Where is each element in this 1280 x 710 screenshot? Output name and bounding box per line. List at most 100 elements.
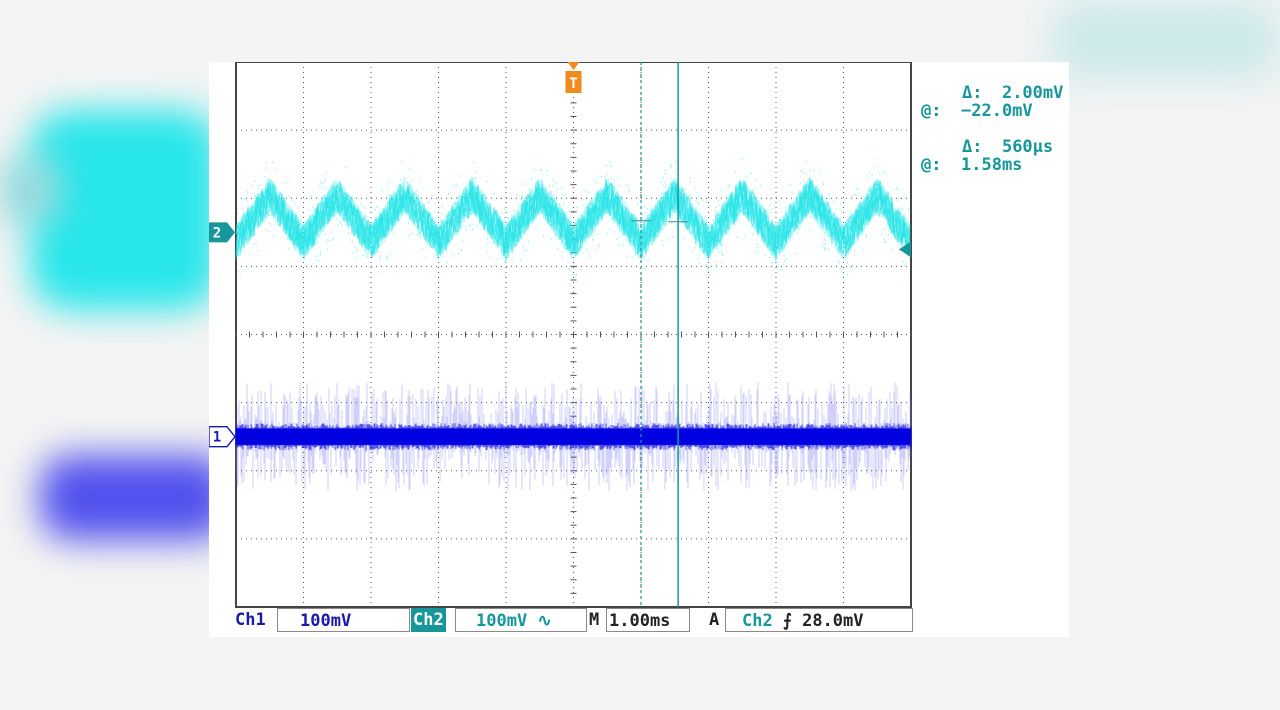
ch2-noise-dot [716, 265, 717, 268]
ch2-noise-dot [373, 227, 374, 229]
ch2-noise-dot [715, 209, 716, 212]
scope-display: T 2 1 [209, 62, 912, 608]
ch2-noise-dot [495, 213, 497, 216]
ch2-noise-dot [561, 257, 563, 260]
channel-markers: T 2 1 [209, 62, 911, 448]
ch2-noise-dot [355, 256, 357, 258]
ch2-noise-dot [856, 210, 858, 213]
ch2-noise-dot [382, 211, 384, 213]
ch2-noise-dot [560, 243, 562, 245]
ch2-noise-dot [318, 225, 320, 228]
ch2-noise-dot [770, 262, 772, 264]
ch2-noise-dot [330, 231, 332, 233]
ch2-noise-dot [341, 225, 343, 227]
ch2-noise-dot [649, 239, 651, 242]
ch2-noise-dot [719, 197, 721, 199]
ch2-persistence-stroke [235, 175, 911, 259]
ch2-noise-dot [254, 180, 256, 182]
ch2-noise-dot [404, 198, 406, 200]
ch2-noise-dot [308, 208, 310, 211]
ch2-noise-dot [596, 182, 598, 184]
ch2-noise-dot [551, 238, 553, 241]
ch2-noise-dot [592, 234, 594, 236]
time-delta-value: 560µs [1001, 137, 1054, 157]
ch2-noise-dot [609, 183, 611, 185]
ch2-noise-dot [517, 193, 519, 196]
ch2-noise-dot [654, 232, 655, 235]
ch2-noise-dot [266, 162, 267, 164]
ch2-noise-dot [546, 170, 548, 172]
ch2-noise-dot [479, 208, 481, 210]
ch2-noise-dot [689, 181, 691, 183]
ch2-noise-dot [586, 248, 588, 251]
ch2-noise-dot [888, 205, 890, 207]
ch2-noise-dot [721, 261, 723, 264]
ch2-noise-dot [484, 228, 486, 230]
ch2-noise-dot [796, 232, 798, 234]
ch2-noise-dot [454, 218, 456, 220]
ch2-noise-dot [305, 246, 307, 249]
ch2-noise-dot [268, 209, 270, 212]
ch2-noise-dot [515, 228, 517, 230]
ch2-noise-dot [886, 210, 887, 213]
voltage-readout: Δ: 2.00mV @: −22.0mV [921, 66, 1069, 138]
ch2-noise-dot [411, 233, 413, 235]
ch2-noise-dot [247, 209, 249, 212]
ch2-noise-dot [611, 177, 613, 180]
ch2-noise-dot [473, 194, 474, 197]
ch2-noise-dot [453, 184, 454, 186]
ch2-noise-dot [640, 232, 642, 235]
ch2-noise-dot [255, 242, 257, 244]
ch2-noise-dot [317, 255, 319, 257]
ch2-noise-dot [709, 204, 711, 207]
ch2-noise-dot [504, 217, 506, 219]
ch2-noise-dot [465, 225, 467, 228]
ch2-noise-dot [268, 215, 270, 217]
ch2-noise-dot [866, 236, 868, 238]
ch2-persistence-stroke [235, 180, 911, 257]
ch2-noise-dot [561, 251, 563, 253]
ch2-noise-dot [576, 206, 578, 208]
ch2-noise-dot [568, 268, 570, 271]
ch2-noise-dot [769, 247, 771, 249]
ch2-noise-dot [868, 171, 870, 173]
ch2-noise-dot [764, 211, 766, 213]
ch2-noise-dot [689, 206, 690, 209]
ch2-noise-dot [623, 244, 625, 247]
ch2-noise-dot [659, 217, 661, 219]
ch2-noise-dot [567, 241, 569, 243]
ch2-noise-dot [888, 233, 890, 236]
ch2-noise-dot [730, 195, 732, 197]
ch2-noise-dot [823, 182, 825, 184]
ch2-noise-dot [371, 246, 373, 249]
ch2-noise-dot [418, 227, 420, 229]
ch2-noise-dot [685, 188, 687, 190]
ch2-noise-dot [694, 187, 696, 190]
ch2-noise-dot [528, 188, 530, 190]
ch2-persistence-stroke [235, 179, 911, 261]
ch2-noise-dot [475, 171, 477, 173]
ch2-noise-dot [704, 216, 706, 218]
voltage-delta-value: 2.00mV [1001, 83, 1064, 103]
ch2-noise-dot [750, 198, 752, 201]
ch2-noise-dot [909, 209, 911, 212]
ch2-noise-dot [239, 274, 241, 276]
ch2-noise-dot [535, 185, 537, 187]
ch2-noise-dot [668, 239, 670, 241]
ch2-noise-dot [580, 247, 581, 249]
ch2-noise-dot [570, 253, 572, 255]
ch2-noise-dot [839, 203, 841, 205]
ch2-noise-dot [435, 235, 437, 237]
ch2-noise-dot [600, 188, 601, 190]
ch2-noise-dot [575, 275, 577, 278]
ch2-noise-dot [379, 259, 381, 262]
ch2-noise-dot [417, 234, 418, 236]
ch2-noise-dot [642, 213, 644, 215]
ch2-noise-dot [524, 249, 526, 252]
ch2-noise-dot [879, 195, 881, 198]
ch2-noise-dot [656, 234, 658, 237]
ch2-noise-dot [871, 174, 873, 177]
ch2-noise-dot [344, 166, 346, 169]
ch2-noise-dot [725, 225, 727, 228]
ch2-noise-dot [515, 245, 517, 247]
